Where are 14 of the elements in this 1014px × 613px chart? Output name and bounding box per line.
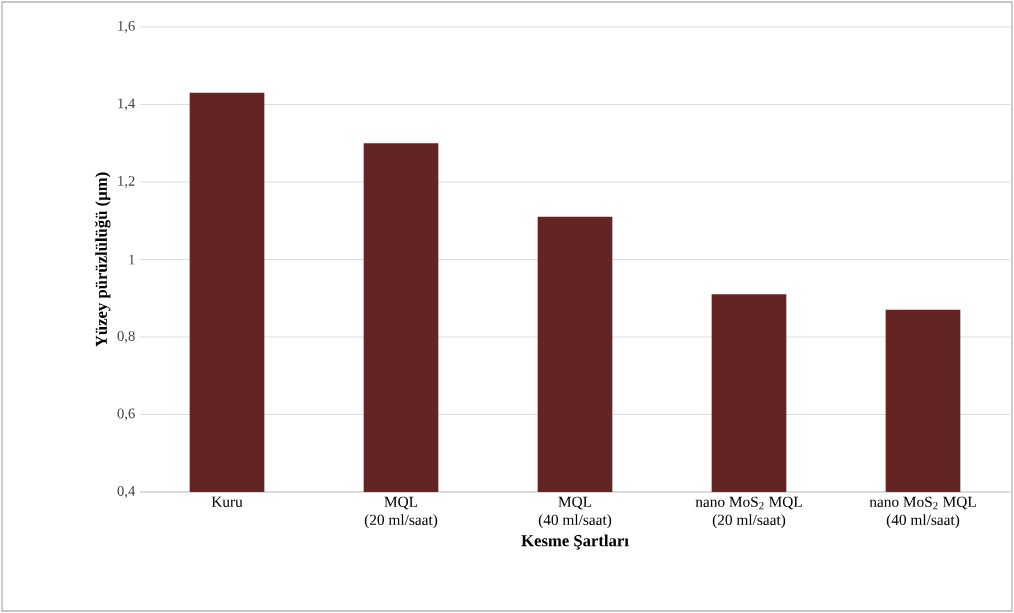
y-tick-label: 1 — [129, 254, 135, 265]
y-tick-label: 0,8 — [117, 330, 135, 343]
x-tick-label: nano MoS$_{2}$ MQL (40 ml/saat) — [869, 496, 976, 529]
y-tick-label: 0,4 — [117, 485, 136, 498]
x-tick-label: MQL (40 ml/saat) — [538, 496, 612, 529]
x-axis-title: Kesme Şartları — [521, 534, 629, 550]
y-tick-label: 0,6 — [117, 408, 135, 421]
y-tick-label: 1,6 — [118, 21, 135, 33]
x-tick-label: nano MoS$_{2}$ MQL (20 ml/saat) — [695, 496, 802, 529]
y-tick-label: 1,2 — [118, 176, 135, 188]
x-tick-label: Kuru — [211, 496, 243, 507]
x-tick-label: MQL (20 ml/saat) — [364, 496, 438, 529]
y-tick-label: 1,4 — [118, 98, 136, 111]
y-axis-title: Yüzey pürüzlülüğü (µm) — [95, 172, 111, 347]
